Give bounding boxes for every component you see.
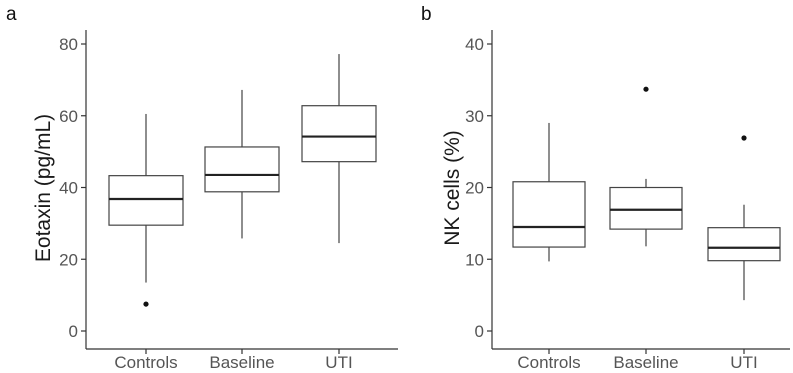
y-tick-label: 60 — [59, 107, 78, 126]
outlier-point — [143, 301, 149, 307]
y-tick-label: 20 — [59, 250, 78, 269]
y-axis-title: Eotaxin (pg/mL) — [32, 114, 55, 262]
x-tick-label: Baseline — [209, 353, 274, 372]
box-iqr — [609, 186, 683, 230]
y-tick-label: 10 — [465, 250, 484, 269]
x-tick-label: Controls — [517, 353, 580, 372]
x-tick-label: UTI — [325, 353, 352, 372]
x-tick-label: UTI — [730, 353, 757, 372]
y-tick-label: 20 — [465, 179, 484, 198]
y-tick-label: 40 — [59, 179, 78, 198]
outlier-point — [741, 135, 747, 141]
x-tick-label: Controls — [114, 353, 177, 372]
y-tick-label: 80 — [59, 35, 78, 54]
panel-label: b — [421, 4, 432, 25]
box-iqr — [108, 175, 184, 226]
y-tick-label: 0 — [69, 322, 78, 341]
y-tick-label: 40 — [465, 35, 484, 54]
panel-b: b NK cells (%) 0 10 20 30 40 Controls Baseline UT… — [421, 4, 790, 372]
x-tick-label: Baseline — [613, 353, 678, 372]
box-iqr — [301, 105, 377, 163]
box-iqr — [512, 181, 586, 248]
y-axis-title: NK cells (%) — [441, 130, 464, 246]
box-iqr — [707, 227, 781, 262]
box-iqr — [204, 146, 280, 193]
outlier-point — [643, 86, 649, 92]
y-tick-label: 30 — [465, 107, 484, 126]
panel-label: a — [6, 4, 17, 25]
panel-a: a Eotaxin (pg/mL) 0 20 40 60 80 Controls Baselin… — [6, 4, 398, 372]
y-tick-label: 0 — [475, 322, 484, 341]
